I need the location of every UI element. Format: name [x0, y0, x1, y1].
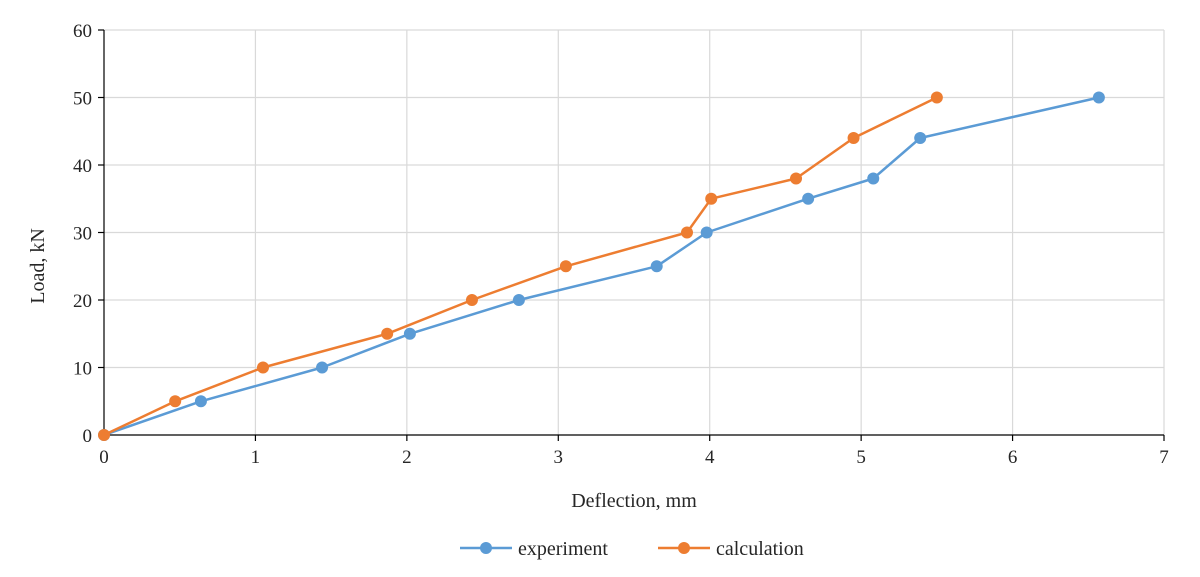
data-point-calculation — [790, 172, 803, 185]
data-point-calculation — [705, 192, 718, 205]
y-axis-title: Load, kN — [27, 228, 49, 304]
data-point-calculation — [930, 91, 943, 104]
x-axis-title: Deflection, mm — [571, 490, 697, 512]
data-point-calculation — [847, 132, 860, 144]
data-point-experiment — [194, 395, 207, 408]
x-tick-label: 2 — [402, 447, 412, 468]
series-line-calculation — [103, 96, 938, 437]
x-tick-label: 3 — [554, 447, 564, 468]
data-point-experiment — [1092, 91, 1105, 104]
x-tick-label: 1 — [251, 447, 261, 468]
data-point-experiment — [867, 172, 880, 185]
series-experiment — [98, 91, 1105, 441]
data-point-calculation — [681, 226, 693, 239]
y-tick-label: 0 — [83, 426, 93, 447]
x-tick-label: 7 — [1159, 447, 1169, 468]
axes — [98, 29, 1165, 441]
data-point-calculation — [465, 294, 478, 306]
data-point-experiment — [316, 361, 329, 374]
tick-labels: 0 1 2 3 4 5 6 7 0 10 20 30 40 50 60 — [73, 21, 1169, 468]
series-calculation — [98, 91, 943, 441]
data-point-experiment — [650, 260, 663, 273]
series-layer — [98, 91, 1105, 441]
x-tick-label: 0 — [99, 447, 109, 468]
y-tick-label: 20 — [73, 291, 92, 312]
y-tick-label: 60 — [73, 21, 92, 42]
y-tick-label: 10 — [73, 359, 92, 380]
data-point-calculation — [169, 395, 182, 408]
legend-item-calculation: calculation — [658, 538, 804, 560]
data-point-calculation — [98, 429, 110, 441]
grid — [104, 29, 1165, 435]
x-tick-label: 4 — [705, 447, 715, 468]
data-point-calculation — [559, 260, 572, 273]
data-point-experiment — [700, 226, 713, 239]
x-tick-label: 6 — [1008, 447, 1018, 468]
legend-item-experiment: experiment — [460, 538, 608, 560]
series-line-experiment — [103, 96, 1100, 437]
legend: experiment calculation — [460, 538, 804, 560]
y-tick-label: 50 — [73, 89, 92, 110]
data-point-calculation — [381, 327, 394, 340]
legend-marker-calculation — [678, 542, 690, 554]
data-point-experiment — [802, 192, 815, 205]
legend-label-experiment: experiment — [518, 538, 608, 560]
data-point-experiment — [403, 327, 416, 340]
legend-marker-experiment — [480, 542, 492, 554]
data-point-experiment — [914, 132, 927, 144]
y-tick-label: 30 — [73, 224, 92, 245]
data-point-experiment — [512, 294, 525, 306]
legend-label-calculation: calculation — [716, 538, 804, 560]
x-tick-label: 5 — [856, 447, 866, 468]
data-point-calculation — [257, 361, 269, 374]
y-tick-label: 40 — [73, 156, 92, 177]
